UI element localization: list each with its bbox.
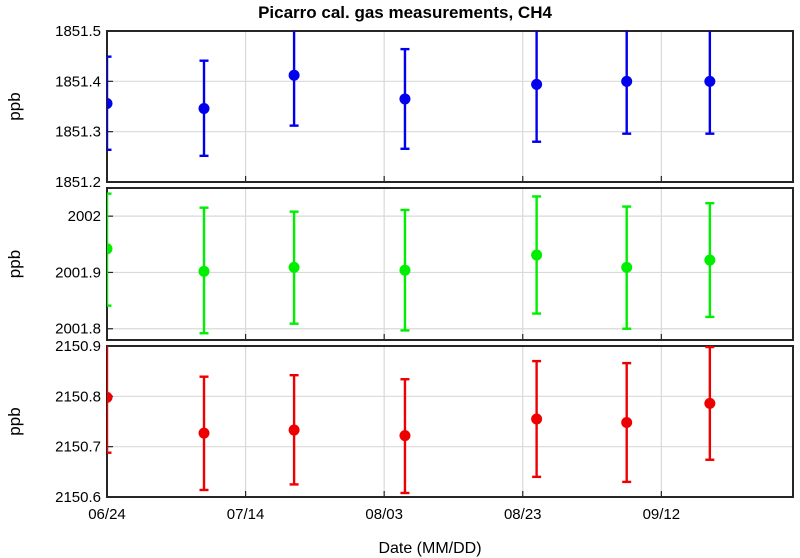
data-point	[107, 243, 113, 255]
y-tick-label: 2001.9	[55, 264, 101, 281]
data-point	[107, 391, 113, 403]
y-tick-label: 1851.2	[55, 174, 101, 191]
data-point	[198, 103, 210, 115]
series-group	[107, 346, 716, 495]
data-point	[704, 397, 716, 409]
panel-frame	[106, 345, 794, 498]
y-tick-label: 2150.8	[55, 388, 101, 405]
x-tick-label: 08/23	[504, 506, 542, 523]
y-tick-label: 2001.8	[55, 321, 101, 338]
y-tick-label: 2150.6	[55, 489, 101, 506]
y-tick-label: 1851.4	[55, 73, 101, 90]
data-point	[399, 93, 411, 105]
data-point	[621, 75, 633, 87]
x-tick-label: 08/03	[365, 506, 403, 523]
data-point	[621, 261, 633, 273]
data-point	[399, 264, 411, 276]
y-axis-label: ppb	[5, 407, 24, 435]
x-tick-label: 06/24	[88, 506, 126, 523]
panel-frame	[106, 30, 794, 183]
data-point	[621, 417, 633, 429]
y-axis-label: ppb	[5, 250, 24, 278]
x-tick-label: 09/12	[643, 506, 681, 523]
x-axis-label: Date (MM/DD)	[378, 540, 481, 557]
data-point	[704, 254, 716, 266]
data-point	[288, 424, 300, 436]
data-point	[288, 261, 300, 273]
y-tick-label: 1851.5	[55, 23, 101, 40]
y-tick-label: 1851.3	[55, 124, 101, 141]
y-axis-label: ppb	[5, 92, 24, 120]
series-group	[107, 192, 716, 335]
data-point	[198, 265, 210, 277]
data-point	[531, 413, 543, 425]
data-point	[704, 75, 716, 87]
panel-frame	[106, 187, 794, 341]
y-tick-label: 2150.7	[55, 439, 101, 456]
data-point	[531, 249, 543, 261]
data-point	[399, 430, 411, 442]
data-point	[288, 69, 300, 81]
y-tick-label: 2150.9	[55, 338, 101, 355]
data-point	[198, 427, 210, 439]
chart-title: Picarro cal. gas measurements, CH4	[258, 3, 552, 22]
data-point	[531, 78, 543, 90]
y-tick-label: 2002	[68, 208, 101, 225]
x-tick-label: 07/14	[227, 506, 265, 523]
series-group	[107, 31, 716, 158]
data-point	[107, 97, 113, 109]
